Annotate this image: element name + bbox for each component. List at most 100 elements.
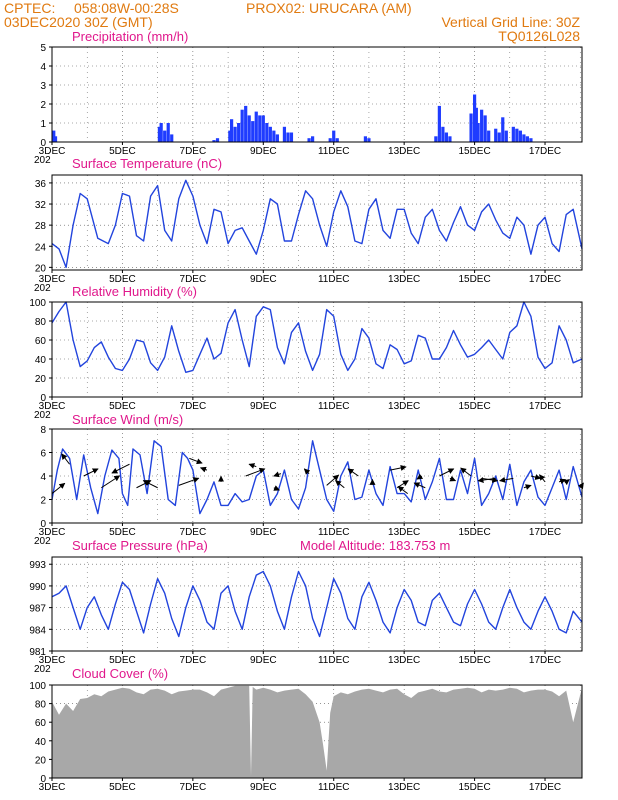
plot-area: 0 1 2 3 4 5 3DEC 5DEC 7DEC 9DEC 11DEC 13DEC 15DEC 17D… bbox=[29, 43, 584, 793]
pressure-ytick-label: 987 bbox=[29, 604, 46, 615]
wind-vector-arrow bbox=[449, 475, 457, 482]
precip-bar bbox=[518, 130, 522, 142]
wind-xtick-label: 15DEC bbox=[458, 527, 490, 538]
wind-vector-arrow bbox=[101, 475, 121, 489]
wind-xtick-label: 11DEC bbox=[318, 527, 350, 538]
wind-vector-arrow bbox=[273, 471, 282, 478]
cloud-xtick-label: 5DEC bbox=[109, 782, 136, 793]
precip-bar bbox=[52, 130, 56, 142]
wind-vector-arrow bbox=[335, 480, 345, 489]
wind-vector-arrow bbox=[439, 468, 455, 477]
wind-vector-arrow bbox=[199, 466, 208, 473]
wind-ytick-label: 0 bbox=[40, 519, 46, 530]
precip-xtick-label: 9DEC bbox=[250, 146, 277, 157]
temp-series-line bbox=[51, 179, 583, 269]
temp-frame bbox=[51, 174, 583, 271]
precip-xtick-label: 11DEC bbox=[318, 146, 350, 157]
precip-bar bbox=[441, 126, 445, 142]
precip-bar bbox=[363, 136, 368, 142]
precip-frame bbox=[51, 46, 583, 143]
pressure-xtick-label: 15DEC bbox=[458, 655, 490, 666]
wind-vector-arrow bbox=[83, 468, 99, 477]
precip-bar bbox=[434, 136, 438, 142]
wind-xtick-label: 17DEC bbox=[529, 527, 561, 538]
wind-vector-arrow bbox=[530, 474, 542, 481]
precip-bar bbox=[483, 115, 487, 142]
precip-xtick-label: 15DEC bbox=[458, 146, 490, 157]
temp-xtick-label: 9DEC bbox=[250, 274, 277, 285]
pressure-panel: 981 984 987 990 993 3DEC 5DEC 7DEC 9DEC 11DEC 13DE… bbox=[29, 556, 583, 675]
wind-vector-arrow bbox=[460, 467, 472, 477]
temp-ytick-label: 32 bbox=[35, 200, 47, 211]
wind-vector-arrow bbox=[178, 477, 200, 486]
precip-bar bbox=[166, 123, 170, 142]
rh-panel: 0 20 40 60 80 100 3DEC 5DEC 7DEC 9DEC 11DEC 13DEC 15… bbox=[29, 298, 583, 421]
pressure-series-line bbox=[51, 570, 583, 638]
header-source: CPTEC: bbox=[4, 0, 55, 16]
wind-xtick-label: 3DEC bbox=[39, 527, 66, 538]
wind-vector-arrow bbox=[111, 463, 130, 474]
precip-bar bbox=[53, 136, 58, 142]
pressure-xtick-label: 5DEC bbox=[109, 655, 136, 666]
wind-year-label: 202 bbox=[34, 536, 51, 547]
header-run-date: 03DEC2020 30Z (GMT) bbox=[4, 14, 153, 30]
precip-bar bbox=[247, 115, 251, 142]
precip-bar bbox=[159, 123, 163, 142]
wind-vector-arrow bbox=[326, 474, 340, 486]
wind-panel-title: Surface Wind (m/s) bbox=[72, 412, 183, 427]
precip-xtick-label: 13DEC bbox=[388, 146, 420, 157]
precip-bar bbox=[237, 123, 241, 142]
temperature-panel-title: Surface Temperature (nC) bbox=[72, 156, 222, 171]
precip-bar bbox=[251, 121, 255, 142]
precip-ytick-label: 5 bbox=[40, 43, 46, 54]
precip-xtick-label: 17DEC bbox=[529, 146, 561, 157]
precip-bar bbox=[437, 105, 441, 142]
header-model-id: TQ0126L028 bbox=[498, 28, 580, 44]
wind-vector-arrow bbox=[563, 479, 570, 486]
wind-vector-arrow bbox=[397, 486, 408, 495]
wind-vector-arrow bbox=[523, 484, 532, 490]
precip-bar bbox=[448, 136, 452, 142]
precip-bar bbox=[469, 113, 473, 142]
wind-vector-arrow bbox=[248, 463, 257, 469]
precip-bar bbox=[157, 126, 162, 142]
wind-vector-arrow bbox=[499, 476, 514, 483]
wind-xtick-label: 13DEC bbox=[388, 527, 420, 538]
precip-bar bbox=[444, 132, 449, 142]
rh-ytick-label: 80 bbox=[35, 317, 47, 328]
precip-panel: 0 1 2 3 4 5 3DEC 5DEC 7DEC 9DEC 11DEC 13DEC 15DEC 17D… bbox=[34, 43, 583, 166]
rh-xtick-label: 17DEC bbox=[529, 401, 561, 412]
precip-bar bbox=[487, 130, 491, 142]
temp-xtick-label: 7DEC bbox=[180, 274, 207, 285]
temp-ytick-label: 24 bbox=[35, 242, 47, 253]
rh-ytick-label: 60 bbox=[35, 336, 47, 347]
precip-bar bbox=[230, 119, 234, 142]
precip-bar bbox=[504, 130, 508, 142]
pressure-xtick-label: 3DEC bbox=[39, 655, 66, 666]
pressure-xtick-label: 17DEC bbox=[529, 655, 561, 666]
precip-bar bbox=[474, 107, 478, 142]
cloud-frame bbox=[51, 684, 583, 779]
precip-bar bbox=[240, 109, 244, 142]
precip-bar bbox=[289, 132, 294, 142]
precip-bar bbox=[170, 134, 174, 142]
cloud-ytick-label: 0 bbox=[40, 774, 46, 785]
pressure-ytick-label: 984 bbox=[29, 625, 46, 636]
cloud-panel-title: Cloud Cover (%) bbox=[72, 666, 168, 681]
precip-bar bbox=[265, 123, 269, 142]
temp-xtick-label: 11DEC bbox=[318, 274, 350, 285]
precip-bar bbox=[244, 105, 248, 142]
pressure-ytick-label: 993 bbox=[29, 560, 46, 571]
header-coordinates: 058:08W-00:28S bbox=[74, 0, 179, 16]
model-altitude-label: Model Altitude: 183.753 m bbox=[300, 538, 450, 553]
rh-xtick-label: 9DEC bbox=[250, 401, 277, 412]
pressure-panel-title: Surface Pressure (hPa) bbox=[72, 538, 208, 553]
wind-ytick-label: 6 bbox=[40, 449, 46, 460]
rh-xtick-label: 5DEC bbox=[109, 401, 136, 412]
precip-xtick-label: 7DEC bbox=[180, 146, 207, 157]
temp-xtick-label: 13DEC bbox=[388, 274, 420, 285]
header-station: PROX02: URUCARA (AM) bbox=[246, 0, 412, 16]
precip-bar bbox=[472, 94, 477, 142]
precip-bar bbox=[268, 126, 272, 142]
